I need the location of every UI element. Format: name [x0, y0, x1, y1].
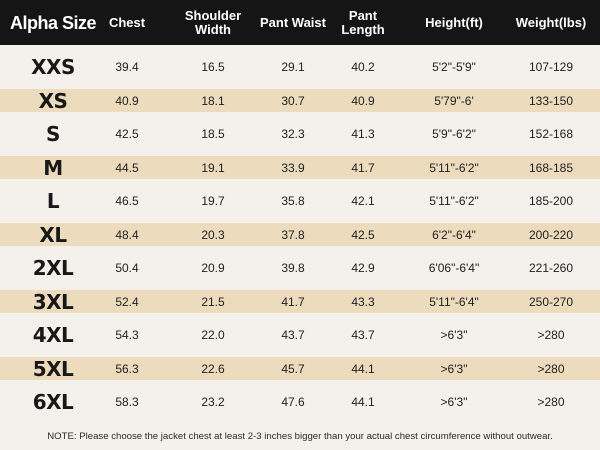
header-weight: Weight(lbs): [515, 14, 587, 30]
chest-cell: 48.4: [115, 227, 139, 242]
pant-waist-cell: 43.7: [281, 328, 305, 342]
header-height: Height(ft): [425, 14, 483, 30]
header-alpha-size: Alpha Size: [9, 12, 97, 33]
size-cell: 6XL: [32, 390, 74, 414]
shoulder-width-cell: 23.2: [201, 395, 225, 409]
shoulder-width-cell: 18.5: [201, 127, 225, 141]
header-pant-waist: Pant Waist: [260, 14, 326, 30]
pant-length-cell: 44.1: [351, 361, 375, 376]
table-row: 3XL 52.4 21.5 41.7 43.3 5'11"-6'4" 250-270: [0, 289, 600, 314]
shoulder-width-cell: 19.1: [201, 160, 225, 175]
pant-waist-cell: 32.3: [281, 127, 305, 141]
pant-length-cell: 40.2: [351, 60, 375, 74]
height-cell: >6'3": [440, 395, 468, 409]
pant-length-cell: 42.1: [351, 194, 375, 208]
height-cell: >6'3": [440, 328, 468, 342]
chest-cell: 58.3: [115, 395, 139, 409]
shoulder-width-cell: 22.6: [201, 361, 225, 376]
weight-cell: >280: [537, 328, 565, 342]
weight-cell: 250-270: [528, 294, 574, 309]
weight-cell: 168-185: [528, 160, 574, 175]
chest-cell: 42.5: [115, 127, 139, 141]
shoulder-width-cell: 16.5: [201, 60, 225, 74]
header-shoulder-width: Shoulder Width: [184, 7, 242, 37]
shoulder-width-cell: 19.7: [201, 194, 225, 208]
height-cell: 6'06"-6'4": [428, 261, 480, 275]
weight-cell: 133-150: [528, 93, 574, 108]
chest-cell: 44.5: [115, 160, 139, 175]
table-header: Alpha Size Chest Shoulder Width Pant Wai…: [0, 0, 600, 45]
weight-cell: 200-220: [528, 227, 574, 242]
pant-waist-cell: 47.6: [281, 395, 305, 409]
size-cell: S: [46, 122, 60, 146]
chest-cell: 56.3: [115, 361, 139, 376]
pant-length-cell: 41.7: [351, 160, 375, 175]
weight-cell: >280: [537, 361, 565, 376]
height-cell: >6'3": [440, 361, 468, 376]
pant-waist-cell: 29.1: [281, 60, 305, 74]
chest-cell: 54.3: [115, 328, 139, 342]
pant-waist-cell: 41.7: [281, 294, 305, 309]
pant-waist-cell: 37.8: [281, 227, 305, 242]
footnote: NOTE: Please choose the jacket chest at …: [47, 430, 553, 442]
height-cell: 5'79"-6': [434, 93, 474, 108]
table-row: S 42.5 18.5 32.3 41.3 5'9"-6'2" 152-168: [0, 112, 600, 156]
header-chest: Chest: [108, 14, 146, 30]
pant-waist-cell: 30.7: [281, 93, 305, 108]
size-cell: 5XL: [32, 356, 74, 381]
pant-length-cell: 42.9: [351, 261, 375, 275]
pant-length-cell: 42.5: [351, 227, 375, 242]
table-row: 4XL 54.3 22.0 43.7 43.7 >6'3" >280: [0, 313, 600, 357]
pant-waist-cell: 33.9: [281, 160, 305, 175]
chest-cell: 50.4: [115, 261, 139, 275]
pant-length-cell: 43.7: [351, 328, 375, 342]
table-row: XXS 39.4 16.5 29.1 40.2 5'2"-5'9" 107-129: [0, 45, 600, 89]
height-cell: 5'11"-6'2": [429, 194, 479, 208]
height-cell: 5'11"-6'4": [429, 294, 479, 309]
weight-cell: >280: [537, 395, 565, 409]
weight-cell: 221-260: [528, 261, 574, 275]
table-row: XS 40.9 18.1 30.7 40.9 5'79"-6' 133-150: [0, 88, 600, 113]
pant-length-cell: 41.3: [351, 127, 375, 141]
pant-waist-cell: 35.8: [281, 194, 305, 208]
size-cell: XXS: [31, 55, 75, 79]
weight-cell: 152-168: [528, 127, 574, 141]
size-cell: XS: [38, 88, 68, 113]
pant-waist-cell: 39.8: [281, 261, 305, 275]
shoulder-width-cell: 18.1: [201, 93, 225, 108]
shoulder-width-cell: 22.0: [201, 328, 225, 342]
table-row: 6XL 58.3 23.2 47.6 44.1 >6'3" >280: [0, 380, 600, 424]
chest-cell: 46.5: [115, 194, 139, 208]
height-cell: 5'9"-6'2": [432, 127, 476, 141]
shoulder-width-cell: 20.9: [201, 261, 225, 275]
pant-waist-cell: 45.7: [281, 361, 305, 376]
chest-cell: 39.4: [115, 60, 139, 74]
chest-cell: 52.4: [115, 294, 139, 309]
shoulder-width-cell: 20.3: [201, 227, 225, 242]
size-cell: 3XL: [32, 289, 74, 314]
pant-length-cell: 40.9: [351, 93, 375, 108]
chest-cell: 40.9: [115, 93, 139, 108]
height-cell: 5'2"-5'9": [432, 60, 476, 74]
table-row: XL 48.4 20.3 37.8 42.5 6'2"-6'4" 200-220: [0, 222, 600, 247]
header-pant-length: Pant Length: [341, 7, 385, 37]
size-cell: 2XL: [32, 256, 74, 280]
height-cell: 5'11"-6'2": [429, 160, 479, 175]
height-cell: 6'2"-6'4": [432, 227, 476, 242]
table-row: M 44.5 19.1 33.9 41.7 5'11"-6'2" 168-185: [0, 155, 600, 180]
size-cell: XL: [39, 222, 67, 247]
shoulder-width-cell: 21.5: [201, 294, 225, 309]
size-cell: 4XL: [32, 323, 74, 347]
pant-length-cell: 43.3: [351, 294, 375, 309]
table-row: 2XL 50.4 20.9 39.8 42.9 6'06"-6'4" 221-260: [0, 246, 600, 290]
table-body: XXS 39.4 16.5 29.1 40.2 5'2"-5'9" 107-129 XS 40.…: [0, 45, 600, 424]
weight-cell: 185-200: [528, 194, 574, 208]
table-row: 5XL 56.3 22.6 45.7 44.1 >6'3" >280: [0, 356, 600, 381]
pant-length-cell: 44.1: [351, 395, 375, 409]
weight-cell: 107-129: [528, 60, 574, 74]
table-row: L 46.5 19.7 35.8 42.1 5'11"-6'2" 185-200: [0, 179, 600, 223]
size-cell: M: [43, 155, 63, 180]
size-cell: L: [46, 189, 60, 213]
